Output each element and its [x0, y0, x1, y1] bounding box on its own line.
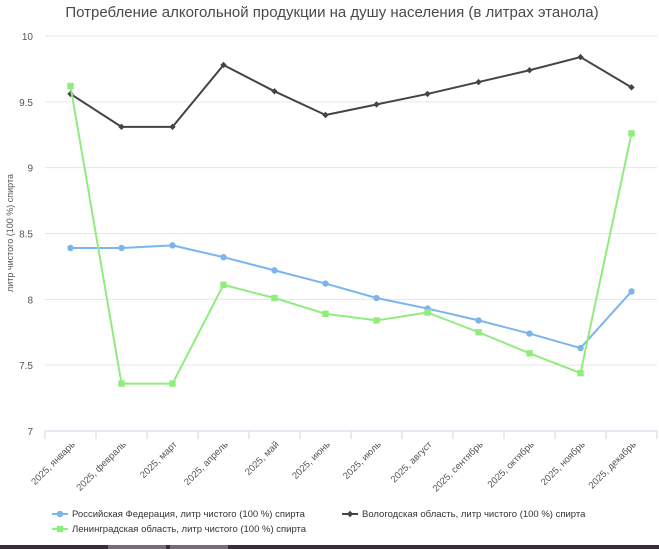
y-tick-label: 7	[27, 427, 33, 438]
series-line	[69, 56, 633, 128]
data-point[interactable]	[526, 350, 533, 357]
x-tick-label: 2025, сентябрь	[431, 439, 486, 494]
taskbar-button[interactable]	[108, 545, 166, 549]
data-point[interactable]	[628, 130, 635, 137]
x-tick-label: 2025, ноябрь	[539, 439, 588, 488]
data-point[interactable]	[118, 244, 125, 252]
data-point[interactable]	[169, 123, 176, 131]
legend-label: Ленинградская область, литр чистого (100…	[72, 524, 307, 535]
chart-title: Потребление алкогольной продукции на душ…	[65, 4, 598, 21]
data-point[interactable]	[271, 88, 278, 95]
data-point[interactable]	[322, 280, 329, 287]
data-point[interactable]	[220, 281, 227, 289]
legend-label: Российская Федерация, литр чистого (100 …	[72, 509, 306, 520]
legend-item[interactable]: Ленинградская область, литр чистого (100…	[52, 524, 307, 535]
data-point[interactable]	[271, 267, 278, 274]
x-tick-label: 2025, октябрь	[486, 439, 537, 490]
series-1	[67, 242, 635, 352]
data-point[interactable]	[271, 294, 278, 302]
legend-marker[interactable]	[346, 510, 354, 518]
y-tick-label: 9	[27, 164, 33, 175]
data-point[interactable]	[322, 111, 329, 119]
data-point[interactable]	[577, 53, 584, 61]
data-point[interactable]	[322, 310, 329, 318]
taskbar-button[interactable]	[170, 545, 228, 549]
data-point[interactable]	[577, 369, 584, 377]
y-tick-label: 9.5	[19, 98, 33, 109]
data-point[interactable]	[67, 82, 74, 90]
data-point[interactable]	[475, 329, 482, 336]
y-axis-ticks: 7 7.5 8 8.5 9 9.5 10	[19, 32, 33, 438]
data-point[interactable]	[424, 90, 431, 98]
series-2	[67, 53, 635, 131]
series-layer	[67, 53, 635, 387]
grid	[45, 35, 657, 432]
legend-item[interactable]: Российская Федерация, литр чистого (100 …	[52, 509, 306, 520]
y-tick-label: 8.5	[19, 230, 33, 241]
data-point[interactable]	[118, 380, 125, 387]
data-point[interactable]	[475, 78, 482, 86]
data-point[interactable]	[373, 101, 380, 108]
data-point[interactable]	[169, 380, 176, 387]
data-point[interactable]	[67, 244, 74, 252]
legend[interactable]: Российская Федерация, литр чистого (100 …	[52, 509, 586, 535]
series-line	[70, 244, 633, 350]
x-tick-label: 2025, август	[389, 439, 435, 485]
data-point[interactable]	[169, 242, 176, 249]
taskbar-strip	[0, 545, 659, 549]
data-point[interactable]	[220, 61, 227, 69]
data-point[interactable]	[577, 344, 584, 352]
x-tick-label: 2025, февраль	[74, 439, 128, 493]
x-tick-label: 2025, май	[243, 439, 282, 478]
x-tick-label: 2025, декабрь	[587, 439, 639, 491]
series-line	[69, 85, 633, 385]
data-point[interactable]	[220, 254, 227, 261]
legend-label: Вологодская область, литр чистого (100 %…	[362, 509, 586, 520]
data-point[interactable]	[526, 330, 533, 337]
y-tick-label: 7.5	[19, 361, 33, 372]
x-tick-label: 2025, июнь	[290, 439, 332, 481]
data-point[interactable]	[628, 84, 635, 91]
x-tick-label: 2025, март	[138, 439, 180, 481]
x-tick-label: 2025, январь	[29, 439, 77, 487]
data-point[interactable]	[373, 294, 380, 302]
y-axis-label: литр чистого (100 %) спирта	[5, 174, 15, 292]
data-point[interactable]	[475, 317, 482, 324]
data-point[interactable]	[373, 317, 380, 324]
legend-item[interactable]: Вологодская область, литр чистого (100 %…	[342, 509, 586, 520]
x-tick-label: 2025, апрель	[182, 439, 231, 488]
legend-marker[interactable]	[56, 525, 64, 533]
legend-marker[interactable]	[56, 510, 64, 518]
y-tick-label: 8	[27, 295, 33, 306]
data-point[interactable]	[118, 123, 125, 131]
y-tick-label: 10	[22, 32, 34, 43]
data-point[interactable]	[424, 309, 431, 316]
series-3	[67, 82, 635, 387]
data-point[interactable]	[526, 67, 533, 74]
data-point[interactable]	[628, 288, 635, 295]
x-tick-label: 2025, июль	[341, 439, 384, 482]
